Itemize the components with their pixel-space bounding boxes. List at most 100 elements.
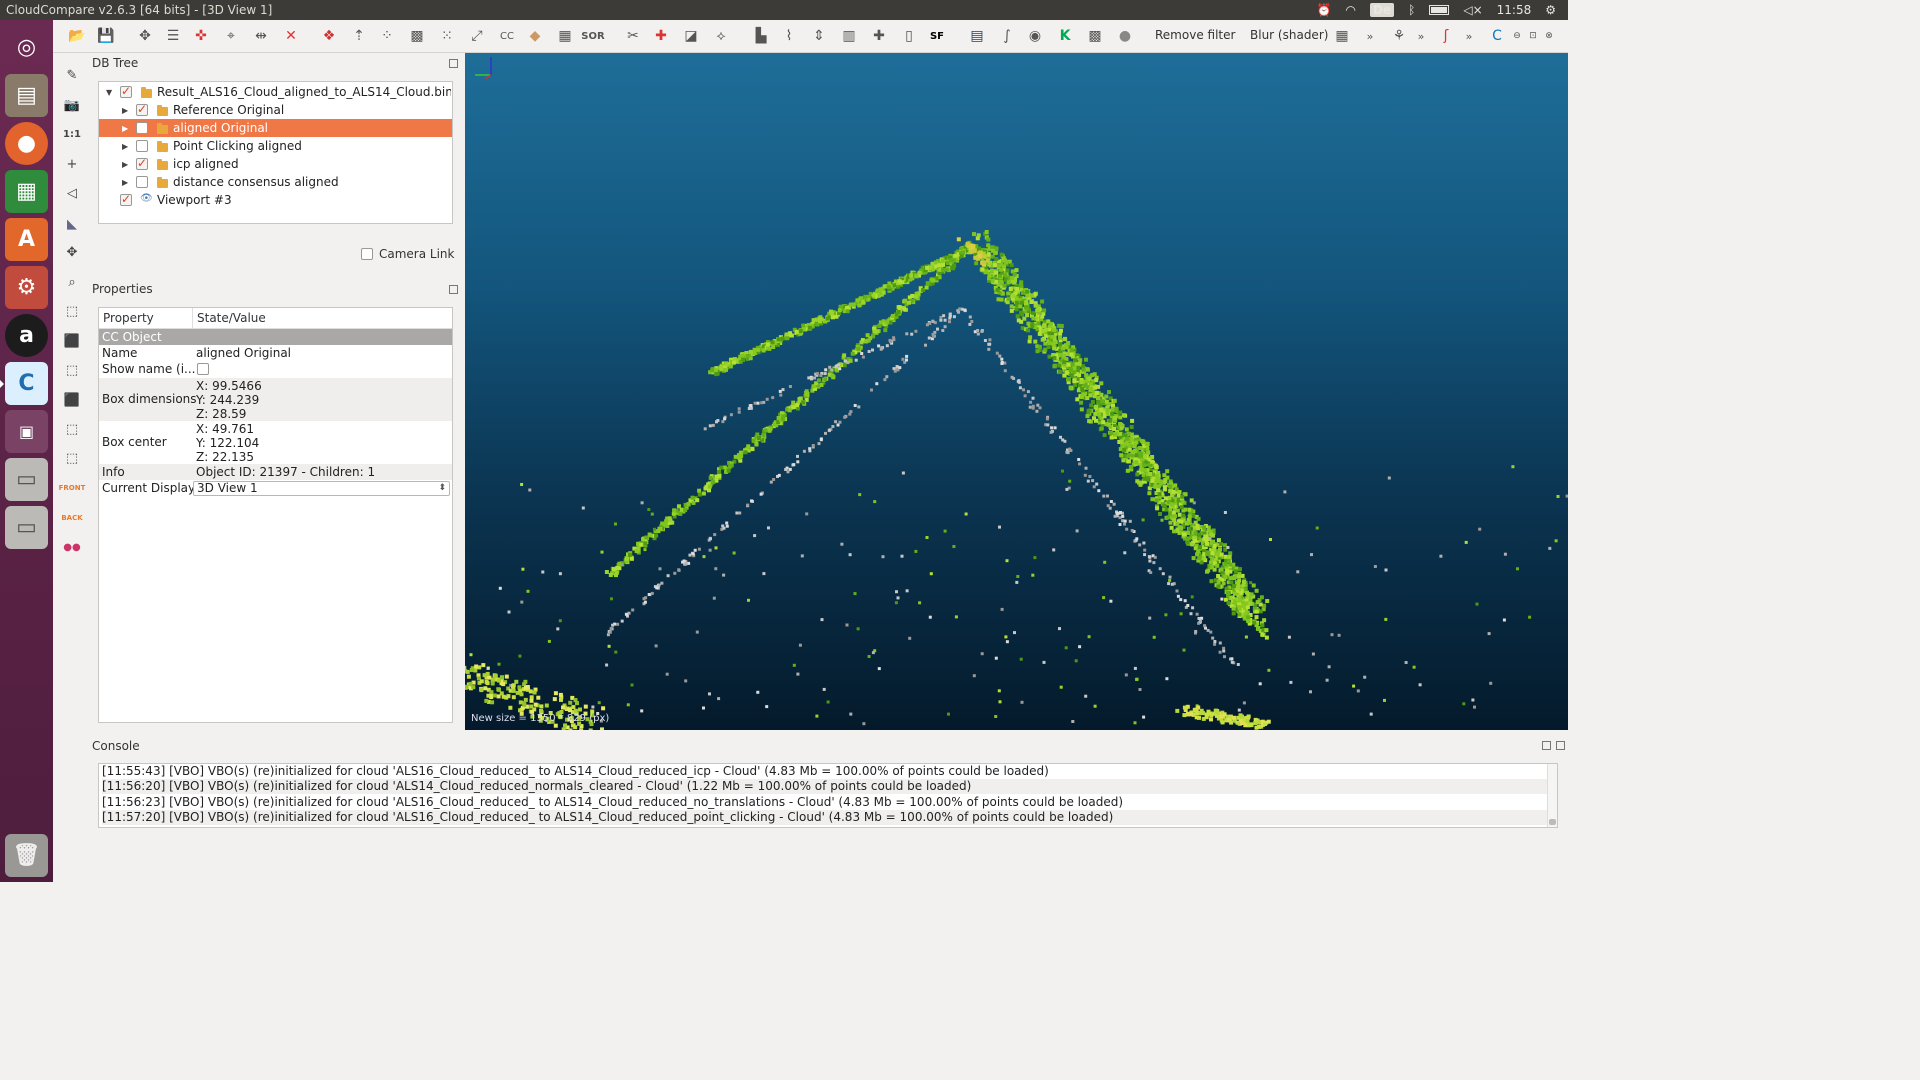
right-view-icon[interactable]: ⬛ <box>63 392 81 408</box>
col-header-value[interactable]: State/Value <box>193 308 452 329</box>
tree-item-checkbox[interactable] <box>136 122 148 134</box>
tree-item-result[interactable]: ▼ Result_ALS16_Cloud_aligned_to_ALS14_Cl… <box>99 83 452 101</box>
camera-link-toggle[interactable]: Camera Link <box>361 247 454 261</box>
subsample-icon[interactable]: ⁘ <box>381 28 393 44</box>
perspective-icon[interactable]: ◁ <box>67 185 77 201</box>
workspace-switcher[interactable]: ▣ <box>5 410 48 453</box>
graph-icon[interactable]: ⌇ <box>785 28 793 44</box>
drive-launcher-2[interactable]: ▭ <box>5 506 48 549</box>
more-tools-chevron-icon-3[interactable]: » <box>1465 29 1473 43</box>
console-log[interactable]: [11:55:43] [VBO] VBO(s) (re)initialized … <box>98 763 1558 828</box>
prop-value[interactable]: aligned Original <box>196 346 292 360</box>
calculator-icon[interactable]: ▯ <box>905 28 913 44</box>
hdr-icon[interactable]: ∫ <box>1003 28 1011 44</box>
tree-item-icp-aligned[interactable]: ▶ icp aligned <box>99 155 452 173</box>
camera-icon[interactable]: 📷 <box>63 97 81 113</box>
kd-tree-icon[interactable]: ⚘ <box>1392 28 1406 44</box>
zoom-1-1-icon[interactable]: 1:1 <box>63 128 81 140</box>
tree-item-checkbox[interactable] <box>136 102 148 116</box>
density-icon[interactable]: ◆ <box>529 28 541 44</box>
left-view-icon[interactable]: ⬚ <box>65 362 79 378</box>
segment-icon[interactable]: ⌖ <box>227 28 235 44</box>
show-name-checkbox[interactable] <box>197 363 209 375</box>
sf-tool-icon[interactable]: ⟡ <box>716 28 726 44</box>
camera-link-checkbox[interactable] <box>361 248 373 260</box>
cc-icon[interactable]: CC <box>500 30 514 42</box>
console-scroll-thumb[interactable] <box>1549 819 1556 825</box>
sf-grid-icon[interactable]: ▥ <box>842 28 856 44</box>
delete-icon[interactable]: ✕ <box>285 28 297 44</box>
expand-arrow-icon[interactable]: ▶ <box>122 105 129 115</box>
close-window-icon[interactable]: ⊗ <box>1545 31 1553 41</box>
plane-icon[interactable]: ◪ <box>684 28 698 44</box>
point-cloud-render[interactable] <box>465 53 1568 730</box>
cc-logo-icon[interactable]: C <box>1492 28 1502 44</box>
files-launcher[interactable]: ▤ <box>5 74 48 117</box>
expand-arrow-icon[interactable]: ▶ <box>122 123 129 133</box>
list-icon[interactable]: ☰ <box>166 28 180 44</box>
settings-launcher[interactable]: ⚙ <box>5 266 48 309</box>
console-close-icon[interactable] <box>1556 741 1565 750</box>
back-view-icon[interactable]: ⬚ <box>65 450 79 466</box>
alarm-icon[interactable]: ⏰ <box>1316 3 1332 17</box>
firefox-launcher[interactable]: ● <box>5 122 48 165</box>
tree-item-checkbox[interactable] <box>136 156 148 170</box>
save-icon[interactable]: 💾 <box>97 28 115 44</box>
current-display-select[interactable]: 3D View 1 <box>193 481 450 496</box>
keyboard-layout-indicator[interactable]: De <box>1370 3 1395 17</box>
tree-item-checkbox[interactable] <box>136 176 148 188</box>
power-gear-icon[interactable]: ⚙ <box>1545 3 1556 17</box>
iso-back-icon[interactable]: BACK <box>61 514 83 522</box>
iso-front-icon[interactable]: FRONT <box>58 484 86 492</box>
snapshot-icon[interactable]: ◉ <box>1028 28 1042 44</box>
bluetooth-icon[interactable]: ᛒ <box>1408 3 1416 17</box>
histogram-icon[interactable]: ▙ <box>755 28 767 44</box>
normals-icon[interactable]: ⇡ <box>353 28 365 44</box>
cloudcompare-launcher[interactable]: C <box>0 362 48 405</box>
ssao-icon[interactable]: ▦ <box>1335 28 1349 44</box>
tree-item-checkbox[interactable] <box>136 140 148 152</box>
sphere-icon[interactable]: ● <box>1118 28 1132 44</box>
translate-icon[interactable]: ✚ <box>655 28 667 44</box>
open-icon[interactable]: 📂 <box>68 28 86 44</box>
expand-arrow-icon[interactable]: ▶ <box>122 177 129 187</box>
checkerboard-icon[interactable]: ▦ <box>558 28 572 44</box>
ubuntu-dash-button[interactable]: ◎ <box>5 26 48 69</box>
restore-window-icon[interactable]: ⊡ <box>1529 31 1537 41</box>
transform-icon[interactable]: ✥ <box>139 28 151 44</box>
dbtree-float-icon[interactable] <box>449 59 458 68</box>
tree-item-checkbox[interactable] <box>120 84 132 98</box>
trash-launcher[interactable]: 🗑 <box>5 834 48 877</box>
amazon-launcher[interactable]: a <box>5 314 48 357</box>
sf-icon[interactable]: SF <box>929 30 945 42</box>
bottom-view-icon[interactable]: ⬚ <box>65 421 79 437</box>
tree-item-point-clicking[interactable]: ▶ Point Clicking aligned <box>99 137 452 155</box>
front-view-cube-icon[interactable]: ⬛ <box>63 333 81 349</box>
tree-item-distance-consensus[interactable]: ▶ distance consensus aligned <box>99 173 452 191</box>
tree-item-reference-original[interactable]: ▶ Reference Original <box>99 101 452 119</box>
curve-icon[interactable]: ʃ <box>1443 28 1449 44</box>
lighting-icon[interactable]: ◣ <box>67 216 77 232</box>
stereo-icon[interactable]: ●● <box>63 541 81 553</box>
colors-icon[interactable]: ❖ <box>322 28 336 44</box>
properties-float-icon[interactable] <box>449 285 458 294</box>
sample-icon[interactable]: ⁙ <box>441 28 453 44</box>
pivot-icon[interactable]: + <box>66 156 78 172</box>
minimize-window-icon[interactable]: ⊖ <box>1513 31 1521 41</box>
point-pick-icon[interactable]: ✜ <box>195 28 207 44</box>
interaction-mode-icon[interactable]: ✥ <box>66 244 78 260</box>
volume-icon[interactable]: ◁× <box>1463 3 1483 17</box>
tree-item-checkbox[interactable] <box>120 192 132 206</box>
sor-filter-icon[interactable]: SOR <box>581 30 605 42</box>
remove-filter-button[interactable]: Remove filter <box>1155 28 1236 42</box>
calc-launcher[interactable]: ▦ <box>5 170 48 213</box>
3d-view[interactable]: New size = 1350 * 829 (px) <box>465 53 1568 730</box>
wifi-icon[interactable]: ◠ <box>1345 3 1357 17</box>
pipette-icon[interactable]: ✎ <box>66 67 78 83</box>
expand-arrow-icon[interactable]: ▶ <box>122 141 129 151</box>
tree-item-aligned-original[interactable]: ▶ aligned Original <box>99 119 452 137</box>
clock[interactable]: 11:58 <box>1496 3 1532 17</box>
software-center-launcher[interactable]: A <box>5 218 48 261</box>
add-sf-icon[interactable]: ✚ <box>873 28 885 44</box>
noise-icon[interactable]: ▩ <box>1088 28 1102 44</box>
